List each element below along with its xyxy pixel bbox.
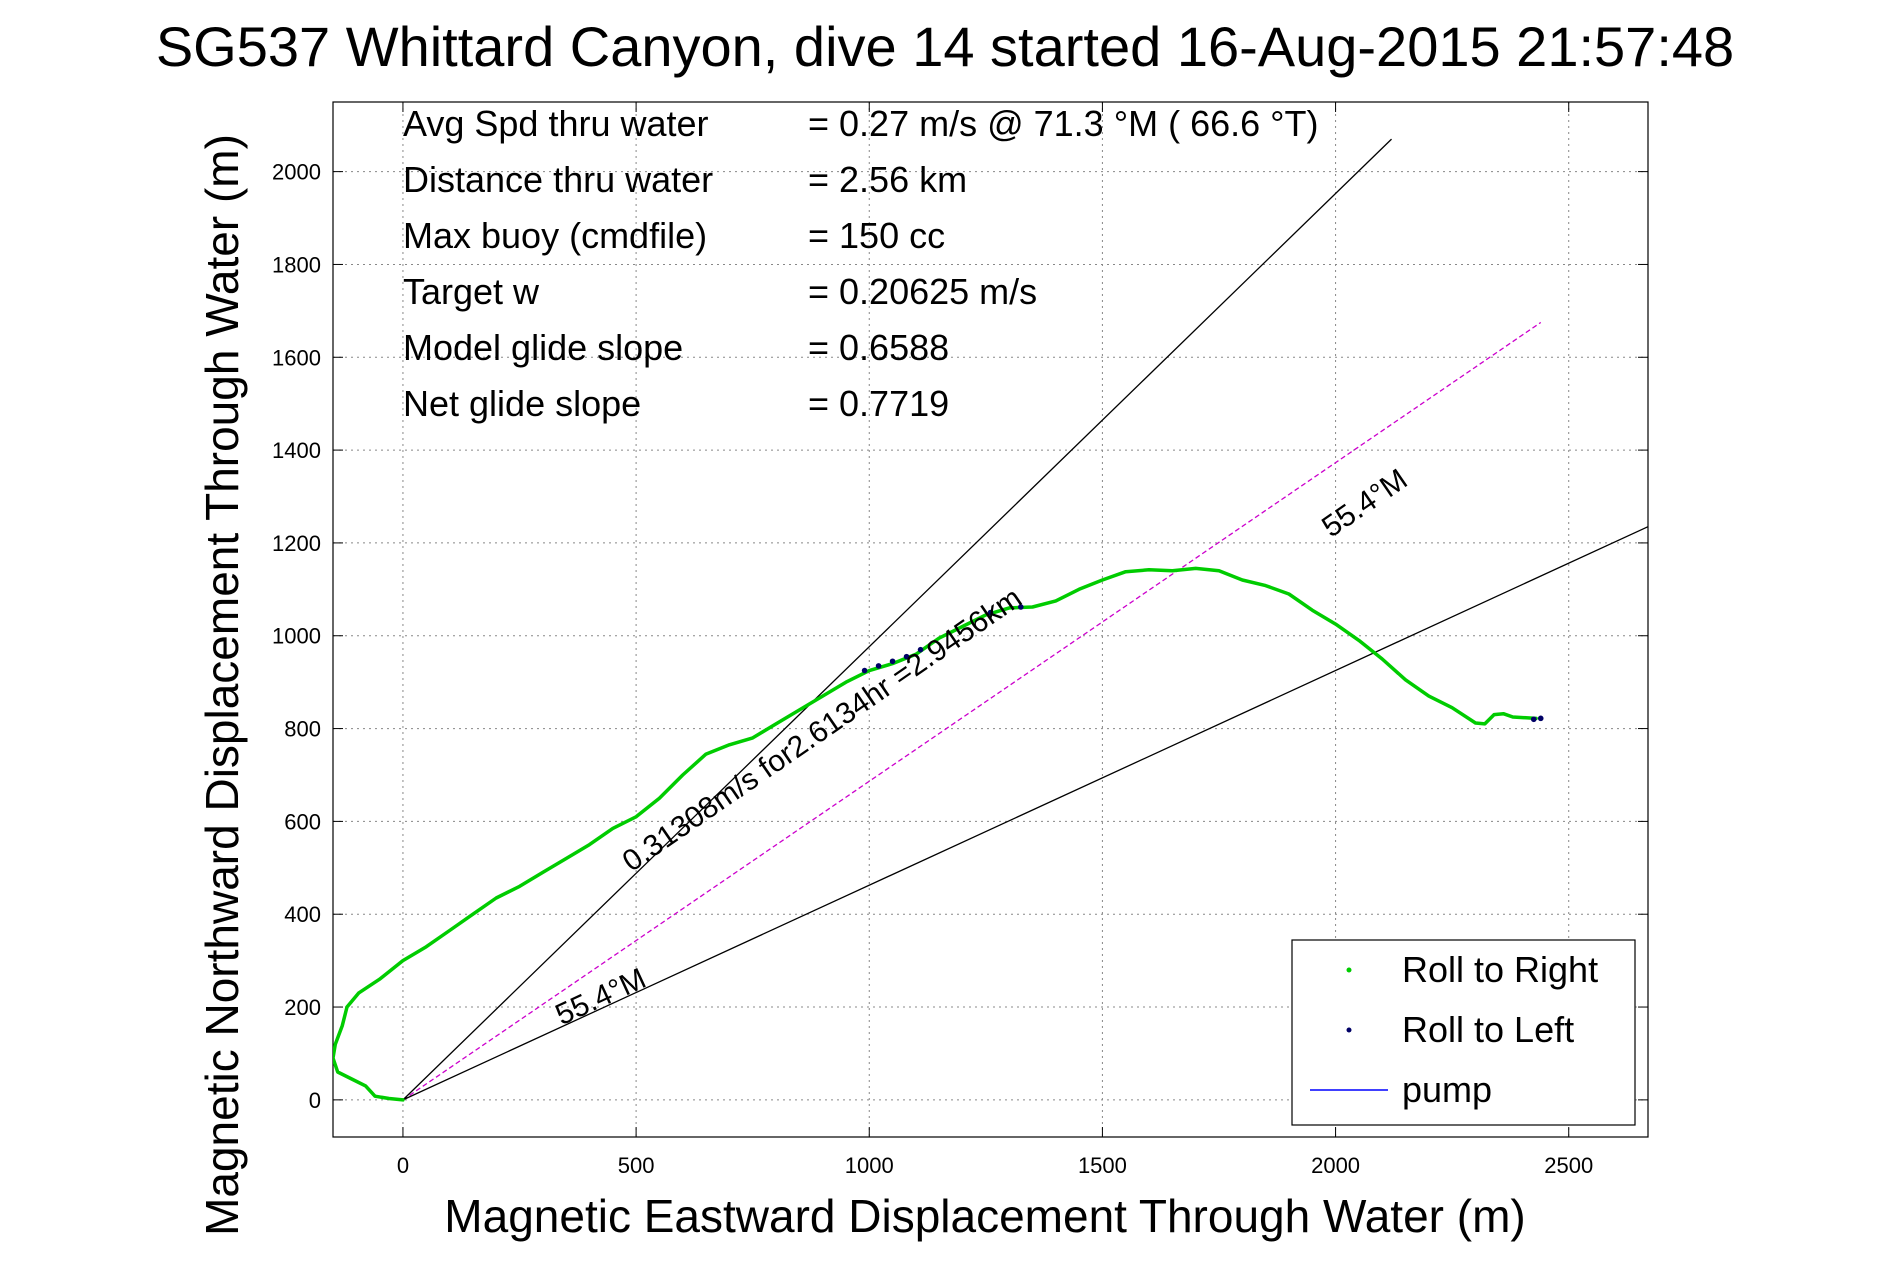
plot-frame	[332, 101, 1649, 1138]
reference-line	[402, 321, 1542, 1101]
roll-left-point	[889, 658, 896, 665]
stats-block: Avg Spd thru water = 0.27 m/s @ 71.3 °M (…	[403, 103, 1319, 424]
stat-value: = 0.20625 m/s	[808, 271, 1037, 312]
x-axis-label: Magnetic Eastward Displacement Through W…	[444, 1190, 1525, 1242]
y-tick-label: 800	[284, 717, 321, 742]
roll-left-point	[1530, 716, 1537, 723]
y-tick-label: 200	[284, 995, 321, 1020]
y-tick-label: 1400	[272, 438, 321, 463]
y-tick-label: 1200	[272, 531, 321, 556]
stat-value: = 0.7719	[808, 383, 949, 424]
grid	[333, 102, 1648, 1137]
roll-left-point	[917, 646, 924, 653]
stat-value: = 0.27 m/s @ 71.3 °M ( 66.6 °T)	[808, 103, 1319, 144]
stat-value: = 2.56 km	[808, 159, 967, 200]
stat-label: Target w	[403, 271, 540, 312]
x-tick-label: 0	[397, 1153, 409, 1178]
legend-label: pump	[1402, 1069, 1492, 1110]
legend: Roll to Right Roll to Left pump	[1291, 939, 1636, 1126]
data-series	[333, 566, 1544, 1102]
stat-label: Net glide slope	[403, 383, 641, 424]
chart-title: SG537 Whittard Canyon, dive 14 started 1…	[156, 15, 1734, 78]
roll-left-point	[903, 653, 910, 660]
x-tick-label: 1000	[845, 1153, 894, 1178]
axes: 0 500 1000 1500 2000 2500 0 200 400 600 800 1000 120…	[272, 101, 1649, 1178]
x-tick-label: 2500	[1544, 1153, 1593, 1178]
roll-left-point	[861, 667, 868, 674]
x-tick-label: 1500	[1078, 1153, 1127, 1178]
stat-label: Distance thru water	[403, 159, 713, 200]
stat-label: Avg Spd thru water	[403, 103, 709, 144]
y-tick-label: 1800	[272, 252, 321, 277]
y-axis-label: Magnetic Northward Displacement Through …	[196, 134, 248, 1236]
legend-label: Roll to Right	[1402, 949, 1598, 990]
roll-left-point	[1018, 604, 1024, 610]
stat-value: = 150 cc	[808, 215, 945, 256]
y-tick-label: 1000	[272, 624, 321, 649]
y-tick-label: 600	[284, 809, 321, 834]
stat-label: Max buoy (cmdfile)	[403, 215, 707, 256]
reference-line	[402, 138, 1392, 1101]
roll-left-point	[1537, 715, 1544, 722]
stat-value: = 0.6588	[808, 327, 949, 368]
stat-label: Model glide slope	[403, 327, 683, 368]
y-tick-label: 1600	[272, 345, 321, 370]
reference-lines	[402, 138, 1648, 1101]
roll-left-point	[875, 663, 882, 669]
y-tick-label: 400	[284, 902, 321, 927]
x-tick-label: 2000	[1311, 1153, 1360, 1178]
y-tick-label: 0	[309, 1088, 321, 1113]
reference-line	[402, 526, 1648, 1101]
roll-left-point	[987, 609, 994, 616]
legend-label: Roll to Left	[1402, 1009, 1574, 1050]
x-tick-label: 500	[618, 1153, 655, 1178]
legend-marker	[1346, 1027, 1352, 1033]
legend-marker	[1346, 967, 1352, 973]
y-tick-label: 2000	[272, 160, 321, 185]
roll-right-track	[333, 566, 1538, 1102]
